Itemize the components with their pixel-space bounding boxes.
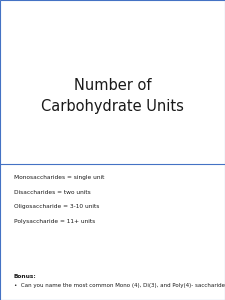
Text: Number of
Carbohydrate Units: Number of Carbohydrate Units [41,78,184,114]
Text: Bonus:: Bonus: [14,274,36,280]
Text: Monosaccharides = single unit: Monosaccharides = single unit [14,176,104,181]
Text: Oligosaccharide = 3-10 units: Oligosaccharide = 3-10 units [14,204,99,209]
Text: Disaccharides = two units: Disaccharides = two units [14,190,90,195]
Text: •  Can you name the most common Mono (4), Di(3), and Poly(4)- saccharides: • Can you name the most common Mono (4),… [14,284,225,289]
Text: Polysaccharide = 11+ units: Polysaccharide = 11+ units [14,219,95,224]
